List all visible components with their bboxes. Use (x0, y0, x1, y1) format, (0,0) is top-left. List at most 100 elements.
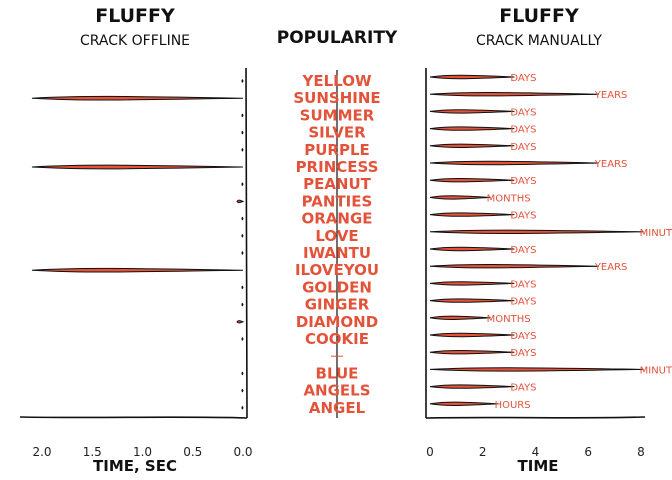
right-bar-unit-label: YEARS (594, 90, 628, 101)
right-bar-unit-label: YEARS (594, 262, 628, 273)
right-bar-sunshine (429, 91, 599, 97)
right-bar-unit-label: DAYS (510, 297, 536, 308)
left-panel-ticks: 2.0 1.5 1.0 0.5 0.0 (32, 445, 252, 459)
right-x-tick-label: 6 (584, 445, 592, 459)
popularity-word: PANTIES (302, 192, 373, 210)
left-bar-iwantu (241, 251, 244, 255)
right-x-tick-label: 8 (637, 445, 645, 459)
left-bar-iloveyou (31, 267, 244, 273)
right-bar-iwantu (429, 246, 515, 252)
right-panel-x-axis-label: TIME (518, 457, 559, 475)
left-bar-diamond (236, 320, 245, 324)
left-x-tick-label: 0.5 (183, 445, 202, 459)
right-bar-iloveyou (429, 263, 599, 269)
right-bar-unit-label: DAYS (510, 348, 536, 359)
left-panel-title: FLUFFY (95, 5, 175, 27)
left-x-tick-label: 1.0 (133, 445, 152, 459)
left-bar-summer (241, 113, 244, 118)
left-bar-angel (241, 406, 244, 410)
right-bar-unit-label: DAYS (510, 176, 536, 187)
left-bar-love (241, 234, 244, 238)
right-bar-angels (429, 384, 515, 389)
right-bar-unit-label: HOURS (495, 400, 531, 411)
popularity-word: SUMMER (300, 106, 375, 124)
right-bar-unit-label: DAYS (510, 107, 536, 118)
right-x-tick-label: 2 (479, 445, 487, 459)
right-bar-golden (429, 281, 515, 286)
right-panel-title: FLUFFY (499, 5, 579, 27)
right-bar-purple (429, 143, 515, 148)
right-bar-ginger (429, 298, 515, 303)
right-bar-unit-label: DAYS (510, 279, 536, 290)
right-bar-unit-label: DAYS (510, 331, 536, 342)
left-x-tick-label: 2.0 (32, 445, 51, 459)
left-bar-purple (241, 148, 244, 152)
popularity-word: ILOVEYOU (295, 261, 379, 279)
popularity-word: GOLDEN (302, 278, 372, 296)
popularity-word: DIAMOND (296, 313, 378, 331)
right-bar-diamond (429, 315, 491, 320)
popularity-word: YELLOW (302, 72, 372, 90)
right-bar-cookie (429, 332, 515, 338)
right-bar-unit-label: MONTHS (487, 193, 531, 204)
middle-panel-title: POPULARITY (277, 28, 398, 48)
popularity-word: SUNSHINE (293, 89, 380, 107)
right-bar-yellow (429, 74, 515, 80)
right-bar-angel (429, 401, 499, 407)
left-bar-princess (31, 164, 244, 170)
popularity-word-list: YELLOWSUNSHINESUMMERSILVERPURPLEPRINCESS… (293, 72, 380, 417)
right-bar-unit-label: DAYS (510, 245, 536, 256)
left-panel-bars (31, 79, 245, 410)
popularity-word: BLUE (316, 364, 359, 382)
right-bar-peanut (429, 178, 515, 183)
right-x-tick-label: 4 (532, 445, 540, 459)
right-bar-unit-label: MINUTES (640, 365, 672, 376)
right-bar-unit-label: DAYS (510, 211, 536, 222)
left-bar-angels (241, 388, 244, 393)
right-x-tick-label: 0 (426, 445, 434, 459)
popularity-word: ORANGE (301, 210, 372, 228)
popularity-word: ANGEL (309, 399, 366, 417)
left-bar-yellow (241, 79, 244, 83)
right-bar-unit-label: MONTHS (487, 314, 531, 325)
right-bar-unit-label: DAYS (510, 125, 536, 136)
popularity-word: PRINCESS (296, 158, 379, 176)
left-bar-sunshine (31, 95, 244, 101)
right-panel-subtitle: CRACK MANUALLY (476, 33, 602, 49)
left-panel-subtitle: CRACK OFFLINE (80, 33, 190, 49)
left-bar-golden (241, 285, 244, 290)
right-bar-princess (429, 160, 599, 166)
right-panel-axis-frame (425, 67, 646, 419)
left-bar-silver (241, 130, 244, 135)
right-bar-orange (429, 212, 515, 217)
right-panel-ticks: 0 2 4 6 8 (426, 445, 645, 459)
right-bar-summer (429, 109, 515, 114)
left-bar-blue (241, 371, 244, 376)
popularity-word: PURPLE (304, 141, 370, 159)
left-bar-panties (236, 199, 245, 204)
right-panel-bars: DAYS YEARS DAYS DAYS DAYS YEARS DAYS MONTHS DAYS… (429, 73, 672, 411)
left-bar-orange (241, 216, 244, 221)
left-panel-axis-frame (19, 67, 248, 419)
left-bar-ginger (241, 302, 244, 307)
right-bar-unit-label: DAYS (510, 383, 536, 394)
right-bar-unit-label: DAYS (510, 142, 536, 153)
right-bar-silver (429, 126, 515, 131)
right-bar-unit-label: YEARS (594, 159, 628, 170)
right-bar-love (429, 229, 644, 235)
popularity-word: ANGELS (303, 382, 370, 400)
popularity-word: LOVE (315, 227, 358, 245)
popularity-word: GINGER (305, 296, 370, 314)
right-bar-panties (429, 195, 491, 200)
right-bar-unit-label: MINUTES (640, 228, 672, 239)
popularity-word: SILVER (308, 124, 366, 142)
right-bar-unit-label: DAYS (510, 73, 536, 84)
popularity-word: PEANUT (303, 175, 372, 193)
popularity-word: COOKIE (305, 330, 369, 348)
popularity-word: IWANTU (303, 244, 371, 262)
right-bar-blue (429, 367, 644, 372)
left-panel-x-axis-label: TIME, SEC (93, 457, 177, 475)
left-bar-peanut (241, 182, 244, 186)
right-bar-blank (429, 350, 515, 355)
